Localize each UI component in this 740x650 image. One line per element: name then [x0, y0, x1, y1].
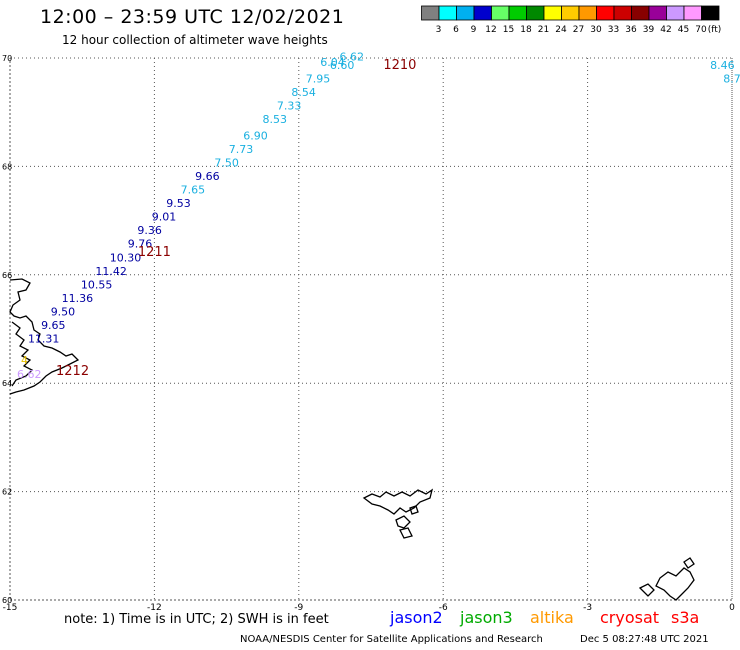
longitude-tick-label: -15	[3, 603, 18, 613]
color-scale-label: 24	[555, 25, 567, 35]
track-label: 1212	[56, 364, 89, 379]
map-frame	[9, 57, 733, 601]
wave-height-value: 7.73	[229, 143, 254, 156]
wave-height-value: 10.55	[81, 278, 113, 291]
color-scale-label: 42	[660, 25, 671, 35]
latitude-tick-label: 66	[2, 271, 12, 280]
track-labels: 1210 1211 1212	[56, 58, 416, 379]
wave-height-value: 7.95	[306, 72, 331, 85]
color-scale-label: 15	[503, 25, 514, 35]
color-scale-label: 33	[608, 25, 619, 35]
faroe-islands	[362, 488, 434, 515]
color-scale-label: 27	[573, 25, 584, 35]
wave-height-value: 10.30	[110, 251, 142, 264]
iceland-coastline	[9, 278, 80, 395]
latitude-tick-label: 62	[2, 488, 12, 497]
wave-height-value: 8.46	[710, 59, 735, 72]
wave-height-value: 8.7	[723, 72, 740, 85]
longitude-tick-label: -12	[147, 603, 162, 613]
legend-item-cryosat: cryosat	[600, 608, 660, 627]
wave-height-value: 7.65	[181, 184, 206, 197]
wave-height-value: 4	[21, 354, 28, 367]
shetland-islands	[655, 567, 695, 601]
wave-height-value: 6.62	[339, 51, 364, 64]
wave-height-value: 8.54	[291, 86, 316, 99]
wave-height-value: 9.01	[152, 211, 177, 224]
map-subtitle: 12 hour collection of altimeter wave hei…	[62, 33, 328, 47]
color-scale-label: 12	[485, 25, 496, 35]
longitude-tick-label: -3	[583, 603, 592, 613]
color-scale-label: 39	[643, 25, 655, 35]
longitude-tick-label: -9	[294, 603, 303, 613]
timestamp-text: Dec 5 08:27:48 UTC 2021	[580, 634, 709, 645]
color-scale-label: 36	[625, 25, 637, 35]
color-scale-label: 45	[678, 25, 689, 35]
wave-height-value: 6.60	[330, 59, 355, 72]
wave-height-points: 6.626.046.607.958.547.338.536.907.737.50…	[17, 51, 740, 381]
wave-height-value: 9.76	[128, 238, 153, 251]
legend-item-altika: altika	[530, 608, 574, 627]
wave-height-value: 9.36	[137, 224, 162, 237]
wave-height-value: 11.42	[95, 265, 127, 278]
credit-text: NOAA/NESDIS Center for Satellite Applica…	[240, 634, 543, 645]
legend-item-jason2: jason2	[390, 608, 443, 627]
coastline	[9, 278, 695, 601]
map-title: 12:00 – 23:59 UTC 12/02/2021	[40, 6, 345, 28]
longitude-tick-label: -6	[439, 603, 448, 613]
color-scale-label: 30	[590, 25, 602, 35]
footer-note: note: 1) Time is in UTC; 2) SWH is in fe…	[64, 612, 329, 627]
wave-height-value: 7.33	[277, 99, 302, 112]
wave-height-value: 6.04	[320, 56, 345, 69]
track-label: 1210	[383, 58, 416, 73]
color-scale-label: 18	[520, 25, 532, 35]
wave-height-value: 9.50	[51, 305, 76, 318]
wave-height-value: 11.31	[28, 333, 60, 346]
color-scale-label: 21	[538, 25, 549, 35]
latitude-tick-label: 70	[2, 54, 12, 63]
wave-height-value: 9.65	[41, 319, 66, 332]
color-scale-label: (ft)	[708, 25, 722, 35]
latitude-tick-label: 60	[2, 596, 12, 605]
wave-height-value: 9.53	[166, 197, 191, 210]
latitude-tick-label: 68	[2, 162, 12, 171]
wave-height-value: 6.62	[17, 368, 42, 381]
color-scale-label: 9	[471, 25, 477, 35]
wave-height-value: 9.66	[195, 170, 220, 183]
iceland-fjords	[11, 321, 34, 387]
color-scale-label: 3	[436, 25, 442, 35]
legend-item-s3a: s3a	[671, 608, 700, 627]
color-scale-label: 6	[453, 25, 459, 35]
wave-height-value: 6.90	[243, 129, 268, 142]
wave-height-value: 8.53	[262, 113, 287, 126]
wave-height-value: 11.36	[62, 292, 94, 305]
longitude-tick-label: 0	[729, 603, 735, 613]
map-grid: -15 -12 -9 -6 -3 0 70 68 66 64 62 60	[2, 54, 735, 613]
latitude-tick-label: 64	[2, 379, 12, 388]
color-scale-bar: 3 6 9 12 15 18 21 24 27 30 33 36 39 42 45 70 (ft)	[421, 5, 722, 35]
color-scale-label: 70	[695, 25, 707, 35]
wave-height-value: 7.50	[214, 156, 239, 169]
legend-item-jason3: jason3	[460, 608, 513, 627]
color-swatch	[701, 5, 720, 21]
track-label: 1211	[138, 245, 171, 260]
